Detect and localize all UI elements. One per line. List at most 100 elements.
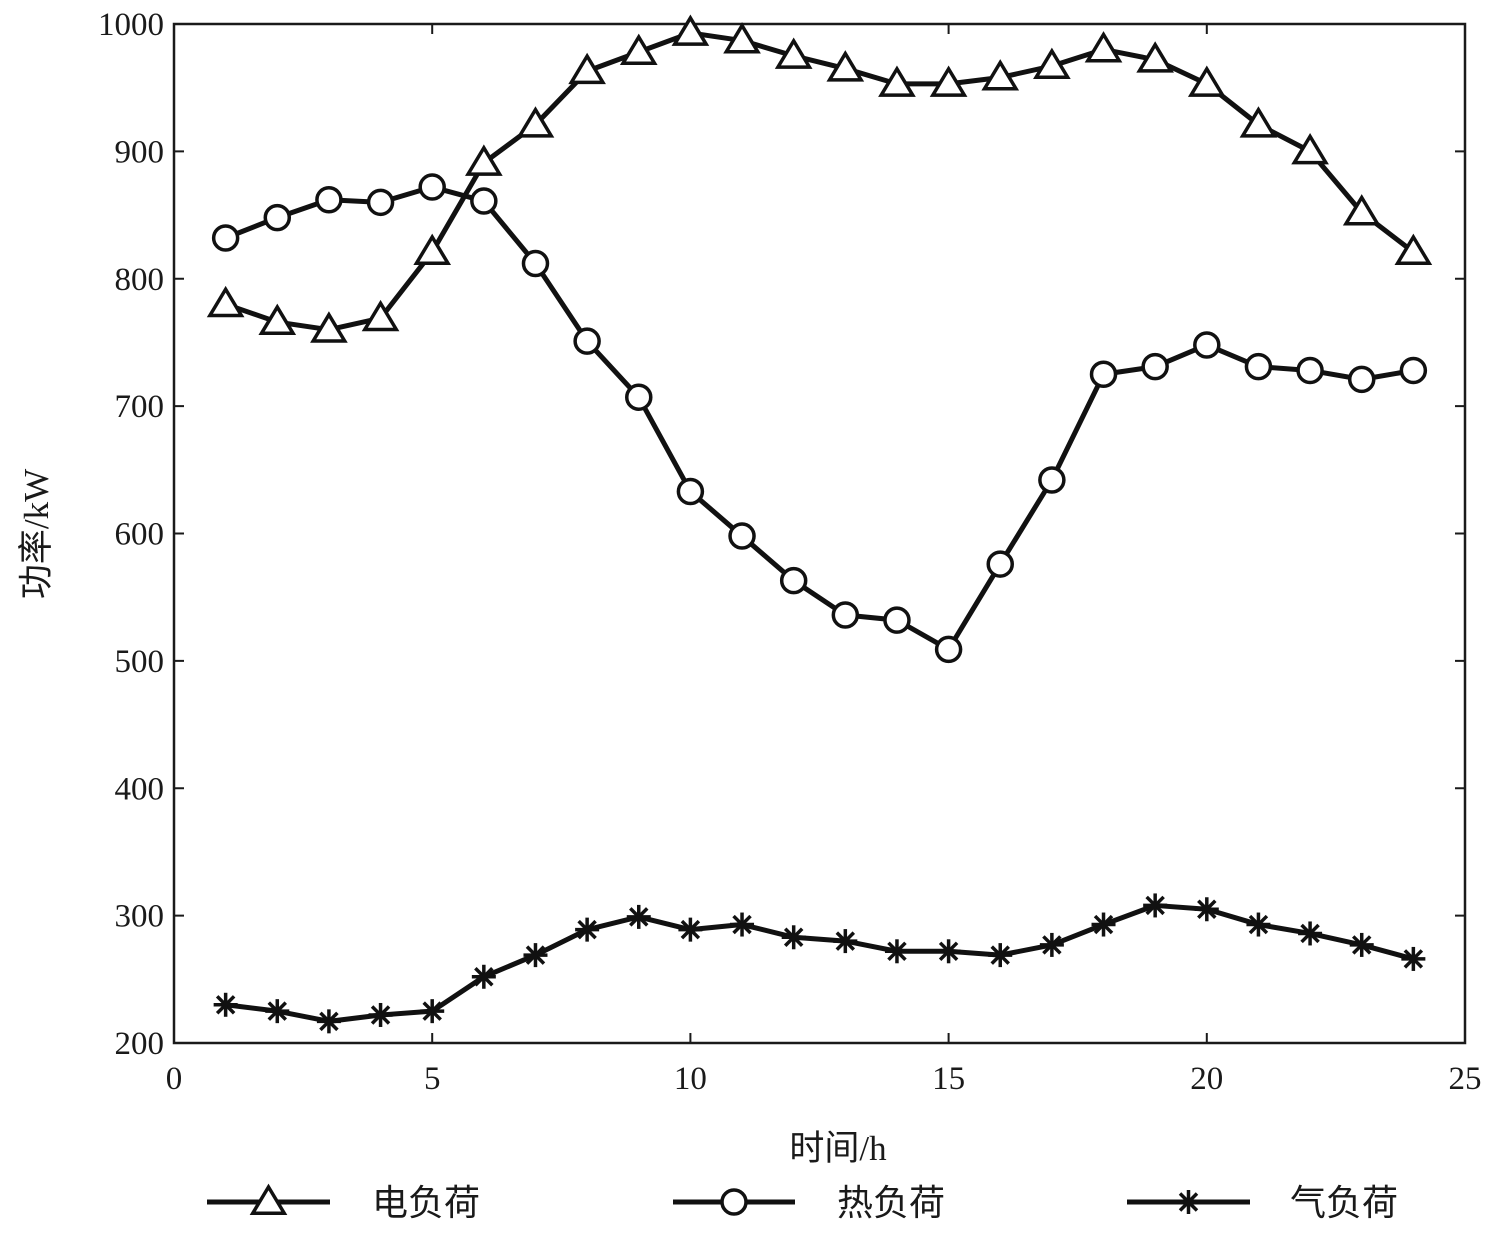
- legend-item: 气负荷: [1127, 1183, 1398, 1223]
- triangle-marker: [1084, 31, 1123, 63]
- asterisk-marker: [316, 1009, 341, 1034]
- asterisk-stroke: [1351, 935, 1372, 955]
- series-asterisk: [213, 893, 1426, 1034]
- circle-marker: [720, 1188, 748, 1216]
- y-axis-label: 功率/kW: [17, 469, 56, 599]
- axis-ticks: [173, 23, 1466, 1044]
- asterisk-stroke: [319, 1011, 339, 1032]
- circle-marker: [1244, 352, 1273, 381]
- asterisk-stroke: [887, 941, 907, 962]
- y-tick-label: 300: [115, 899, 165, 935]
- triangle-marker: [929, 65, 968, 97]
- circle-marker: [779, 566, 808, 595]
- circle-marker: [831, 601, 860, 629]
- y-tick-label: 200: [115, 1026, 165, 1062]
- legend-label: 热负荷: [837, 1183, 945, 1223]
- asterisk-marker: [471, 964, 496, 989]
- legend-item: 电负荷: [207, 1183, 480, 1223]
- y-tick-label: 600: [115, 517, 165, 553]
- circle-marker: [1038, 466, 1066, 494]
- circle-marker: [934, 635, 963, 664]
- triangle-marker: [413, 233, 452, 266]
- asterisk-stroke: [835, 931, 856, 951]
- circle-marker: [366, 188, 395, 217]
- circle-marker: [1193, 331, 1221, 359]
- circle-marker: [263, 203, 292, 232]
- triangle-marker: [249, 1183, 288, 1215]
- x-tick-label: 5: [424, 1061, 441, 1097]
- triangle-marker: [464, 144, 503, 176]
- asterisk-stroke: [577, 919, 597, 940]
- series-triangle: [206, 14, 1433, 343]
- circle-marker: [986, 550, 1014, 578]
- asterisk-stroke: [1178, 1192, 1199, 1212]
- asterisk-marker: [1194, 897, 1219, 922]
- asterisk-marker: [1143, 893, 1168, 918]
- asterisk-marker: [1298, 921, 1323, 946]
- triangle-marker: [361, 299, 400, 332]
- triangle-marker: [878, 65, 916, 97]
- asterisk-stroke: [990, 945, 1010, 965]
- circle-marker: [573, 327, 601, 355]
- asterisk-stroke: [938, 941, 959, 962]
- asterisk-stroke: [422, 1001, 442, 1021]
- triangle-marker: [516, 106, 555, 138]
- asterisk-marker: [575, 917, 600, 942]
- circle-marker: [315, 186, 343, 214]
- asterisk-marker: [678, 917, 703, 942]
- series-line-triangle: [224, 30, 1415, 333]
- circle-marker: [625, 383, 653, 411]
- triangle-marker: [1291, 132, 1329, 165]
- asterisk-marker: [1091, 912, 1116, 937]
- asterisk-stroke: [370, 1005, 391, 1025]
- tick-labels: 0 5 10 15 20 25 200 300 400 500 600 700 800 900 1000: [98, 7, 1482, 1097]
- asterisk-stroke: [629, 907, 649, 927]
- asterisk-marker: [988, 943, 1013, 968]
- circle-marker: [470, 187, 498, 215]
- y-tick-label: 1000: [98, 7, 164, 43]
- asterisk-stroke: [1403, 949, 1424, 969]
- triangle-marker: [671, 14, 710, 46]
- series-line-circle: [224, 184, 1414, 652]
- asterisk-marker: [368, 1002, 393, 1027]
- triangle-marker: [826, 50, 865, 82]
- triangle-marker: [1394, 233, 1433, 266]
- triangle-marker: [774, 37, 813, 69]
- x-axis-label: 时间/h: [789, 1129, 887, 1168]
- asterisk-marker: [730, 912, 755, 937]
- asterisk-marker: [1039, 932, 1064, 957]
- triangle-marker: [310, 311, 348, 343]
- y-tick-label: 700: [115, 389, 165, 425]
- legend-label: 电负荷: [372, 1183, 480, 1223]
- circle-marker: [521, 249, 550, 278]
- asterisk-stroke: [215, 995, 236, 1015]
- asterisk-marker: [626, 904, 651, 929]
- triangle-marker: [568, 52, 606, 85]
- circle-marker: [676, 477, 705, 506]
- x-tick-label: 20: [1190, 1061, 1223, 1097]
- asterisk-marker: [1401, 946, 1426, 971]
- legend-label: 气负荷: [1290, 1183, 1398, 1223]
- series-layer: [206, 14, 1433, 1034]
- asterisk-marker: [781, 925, 806, 950]
- asterisk-marker: [1246, 912, 1271, 937]
- triangle-marker: [619, 33, 658, 66]
- x-tick-label: 25: [1449, 1061, 1482, 1097]
- circle-marker: [728, 522, 756, 550]
- asterisk-stroke: [732, 914, 752, 935]
- triangle-marker: [1187, 65, 1226, 97]
- asterisk-stroke: [680, 919, 701, 940]
- asterisk-marker: [936, 939, 961, 964]
- circle-marker: [1296, 356, 1324, 385]
- legend-item: 热负荷: [673, 1183, 945, 1223]
- asterisk-marker: [1349, 932, 1374, 957]
- asterisk-stroke: [1093, 914, 1114, 935]
- asterisk-marker: [833, 929, 858, 954]
- circle-marker: [1089, 360, 1118, 389]
- triangle-marker: [981, 59, 1020, 91]
- asterisk-marker: [265, 999, 290, 1024]
- circle-marker: [1141, 352, 1169, 381]
- triangle-marker: [1136, 41, 1175, 73]
- asterisk-stroke: [525, 945, 546, 965]
